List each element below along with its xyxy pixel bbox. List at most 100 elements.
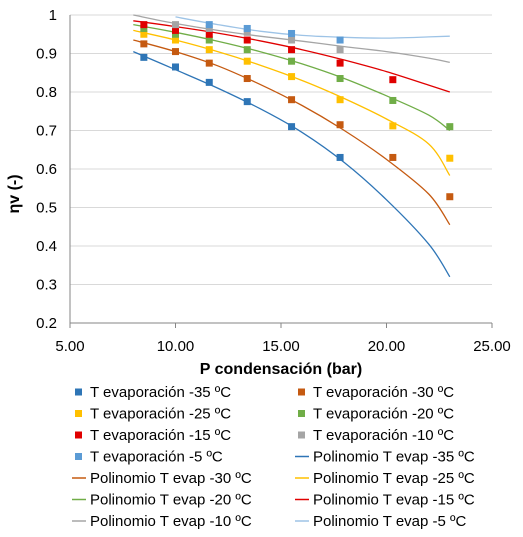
legend-label: Polinomio T evap -20 ºC (90, 492, 252, 509)
data-point (389, 96, 397, 104)
trend-line-series-13 (175, 16, 450, 39)
data-point (243, 28, 251, 36)
legend-label: Polinomio T evap -25 ºC (313, 470, 475, 487)
y-tick-label: 0.3 (36, 277, 57, 294)
data-point (288, 73, 296, 81)
x-tick-label: 20.00 (368, 338, 406, 355)
y-tick-label: 0.4 (36, 238, 57, 255)
data-point (389, 76, 397, 84)
data-points (140, 21, 454, 201)
x-tick-label: 25.00 (473, 338, 511, 355)
data-point (205, 36, 213, 44)
data-point (336, 36, 344, 44)
legend-marker-swatch (75, 453, 82, 460)
legend-marker-swatch (75, 388, 82, 396)
x-tick-label: 10.00 (157, 338, 195, 355)
data-point (243, 57, 251, 65)
legend-label: Polinomio T evap -5 ºC (313, 513, 467, 530)
axes (69, 15, 493, 328)
data-point (336, 153, 344, 161)
legend-label: T evaporación -15 ºC (90, 427, 231, 444)
data-point (172, 30, 179, 38)
legend: T evaporación -35 ºC T evaporación -30 ºC… (72, 384, 475, 530)
x-tick-label: 5.00 (55, 338, 84, 355)
legend-label: T evaporación -30 ºC (313, 384, 454, 401)
data-point (140, 40, 148, 48)
data-point (172, 63, 179, 71)
legend-item: Polinomio T evap -30 ºC (72, 470, 252, 487)
y-axis-label: ηv (-) (6, 174, 23, 213)
trend-line-series-11 (133, 20, 451, 93)
legend-item: T evaporación -10 ºC (298, 427, 454, 444)
trend-line-series-12 (133, 14, 450, 64)
data-point (336, 96, 344, 104)
data-point (446, 123, 454, 131)
y-tick-label: 0.6 (36, 161, 57, 178)
legend-marker-swatch (298, 431, 305, 439)
data-point (243, 98, 251, 106)
legend-item: T evaporación -25 ºC (75, 406, 231, 423)
tick-labels: 0.20.30.40.50.60.70.80.915.00 10.00 15.00 2… (36, 7, 511, 355)
data-point (140, 24, 148, 32)
data-point (205, 78, 213, 86)
legend-label: T evaporación -25 ºC (90, 406, 231, 423)
data-point (172, 36, 179, 44)
data-point (140, 53, 148, 61)
data-point (288, 29, 296, 37)
legend-item: Polinomio T evap -25 ºC (295, 470, 475, 487)
legend-marker-swatch (298, 388, 305, 396)
legend-item: Polinomio T evap -35 ºC (295, 449, 475, 466)
legend-label: T evaporación -5 ºC (90, 449, 223, 466)
legend-item: T evaporación -5 ºC (75, 449, 223, 466)
legend-item: T evaporación -30 ºC (298, 384, 454, 401)
data-point (205, 59, 213, 67)
legend-item: Polinomio T evap -20 ºC (72, 492, 252, 509)
data-point (288, 123, 296, 131)
legend-item: T evaporación -15 ºC (75, 427, 231, 444)
data-point (172, 21, 179, 29)
data-point (243, 24, 251, 32)
data-point (243, 75, 251, 83)
y-tick-label: 0.5 (36, 200, 57, 217)
trend-line-series-7 (133, 51, 451, 278)
data-point (389, 122, 397, 130)
legend-item: T evaporación -35 ºC (75, 384, 231, 401)
data-point (446, 154, 454, 162)
data-point (172, 26, 179, 34)
data-point (172, 48, 179, 56)
y-tick-label: 0.9 (36, 46, 57, 63)
y-tick-label: 0.7 (36, 123, 57, 140)
legend-label: Polinomio T evap -15 ºC (313, 492, 475, 509)
data-point (288, 57, 296, 65)
data-point (336, 46, 344, 54)
legend-item: Polinomio T evap -15 ºC (295, 492, 475, 509)
data-point (243, 36, 251, 44)
legend-label: T evaporación -35 ºC (90, 384, 231, 401)
data-point (140, 21, 148, 29)
data-point (288, 36, 296, 44)
legend-label: Polinomio T evap -10 ºC (90, 513, 252, 530)
legend-label: Polinomio T evap -30 ºC (90, 470, 252, 487)
data-point (288, 96, 296, 104)
gridlines (70, 14, 492, 324)
data-point (446, 193, 454, 201)
legend-label: T evaporación -10 ºC (313, 427, 454, 444)
legend-item: Polinomio T evap -5 ºC (295, 513, 467, 530)
legend-item: T evaporación -20 ºC (298, 406, 454, 423)
y-tick-label: 0.2 (36, 315, 57, 332)
x-tick-label: 15.00 (262, 338, 300, 355)
trend-line-series-9 (133, 29, 451, 176)
legend-label: T evaporación -20 ºC (313, 406, 454, 423)
legend-item: Polinomio T evap -10 ºC (72, 513, 252, 530)
trend-lines (133, 14, 451, 278)
data-point (336, 121, 344, 129)
legend-label: Polinomio T evap -35 ºC (313, 449, 475, 466)
data-point (205, 30, 213, 38)
y-tick-label: 1 (49, 7, 57, 24)
trend-line-series-10 (133, 23, 451, 132)
data-point (205, 21, 213, 29)
data-point (389, 153, 397, 161)
data-point (205, 24, 213, 32)
legend-marker-swatch (75, 410, 82, 417)
